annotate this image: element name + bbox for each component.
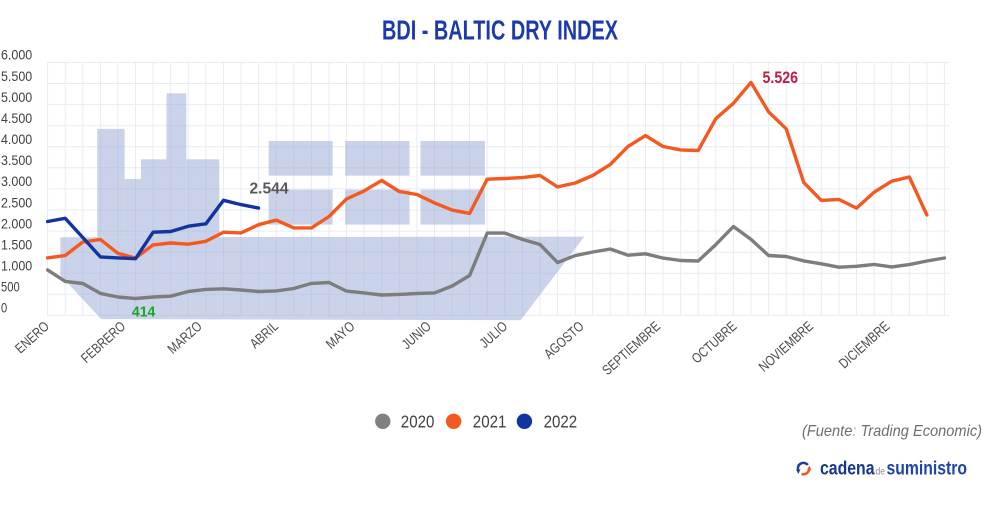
svg-text:0: 0 (1, 301, 7, 316)
svg-text:5.526: 5.526 (763, 69, 799, 87)
svg-text:de: de (876, 466, 886, 478)
svg-text:BDI - BALTIC DRY INDEX: BDI - BALTIC DRY INDEX (382, 14, 618, 45)
svg-text:4.500: 4.500 (1, 111, 32, 126)
svg-text:2021: 2021 (473, 411, 507, 431)
svg-text:(Fuente: Trading Economic): (Fuente: Trading Economic) (802, 423, 982, 440)
svg-text:500: 500 (1, 280, 20, 295)
svg-text:1.500: 1.500 (1, 238, 32, 253)
svg-text:3.500: 3.500 (1, 153, 32, 168)
svg-text:suministro: suministro (887, 459, 968, 480)
svg-text:5.500: 5.500 (1, 69, 32, 84)
svg-text:2022: 2022 (544, 411, 578, 431)
svg-text:1.000: 1.000 (1, 259, 32, 274)
svg-text:3.000: 3.000 (1, 174, 32, 189)
svg-text:cadena: cadena (820, 459, 875, 480)
svg-text:6.000: 6.000 (1, 48, 32, 63)
svg-text:2020: 2020 (401, 411, 435, 431)
svg-text:414: 414 (132, 305, 156, 321)
svg-text:2.000: 2.000 (1, 216, 32, 231)
svg-text:2.500: 2.500 (1, 195, 32, 210)
svg-text:5.000: 5.000 (1, 90, 32, 105)
svg-text:4.000: 4.000 (1, 132, 32, 147)
svg-text:2.544: 2.544 (250, 181, 289, 198)
